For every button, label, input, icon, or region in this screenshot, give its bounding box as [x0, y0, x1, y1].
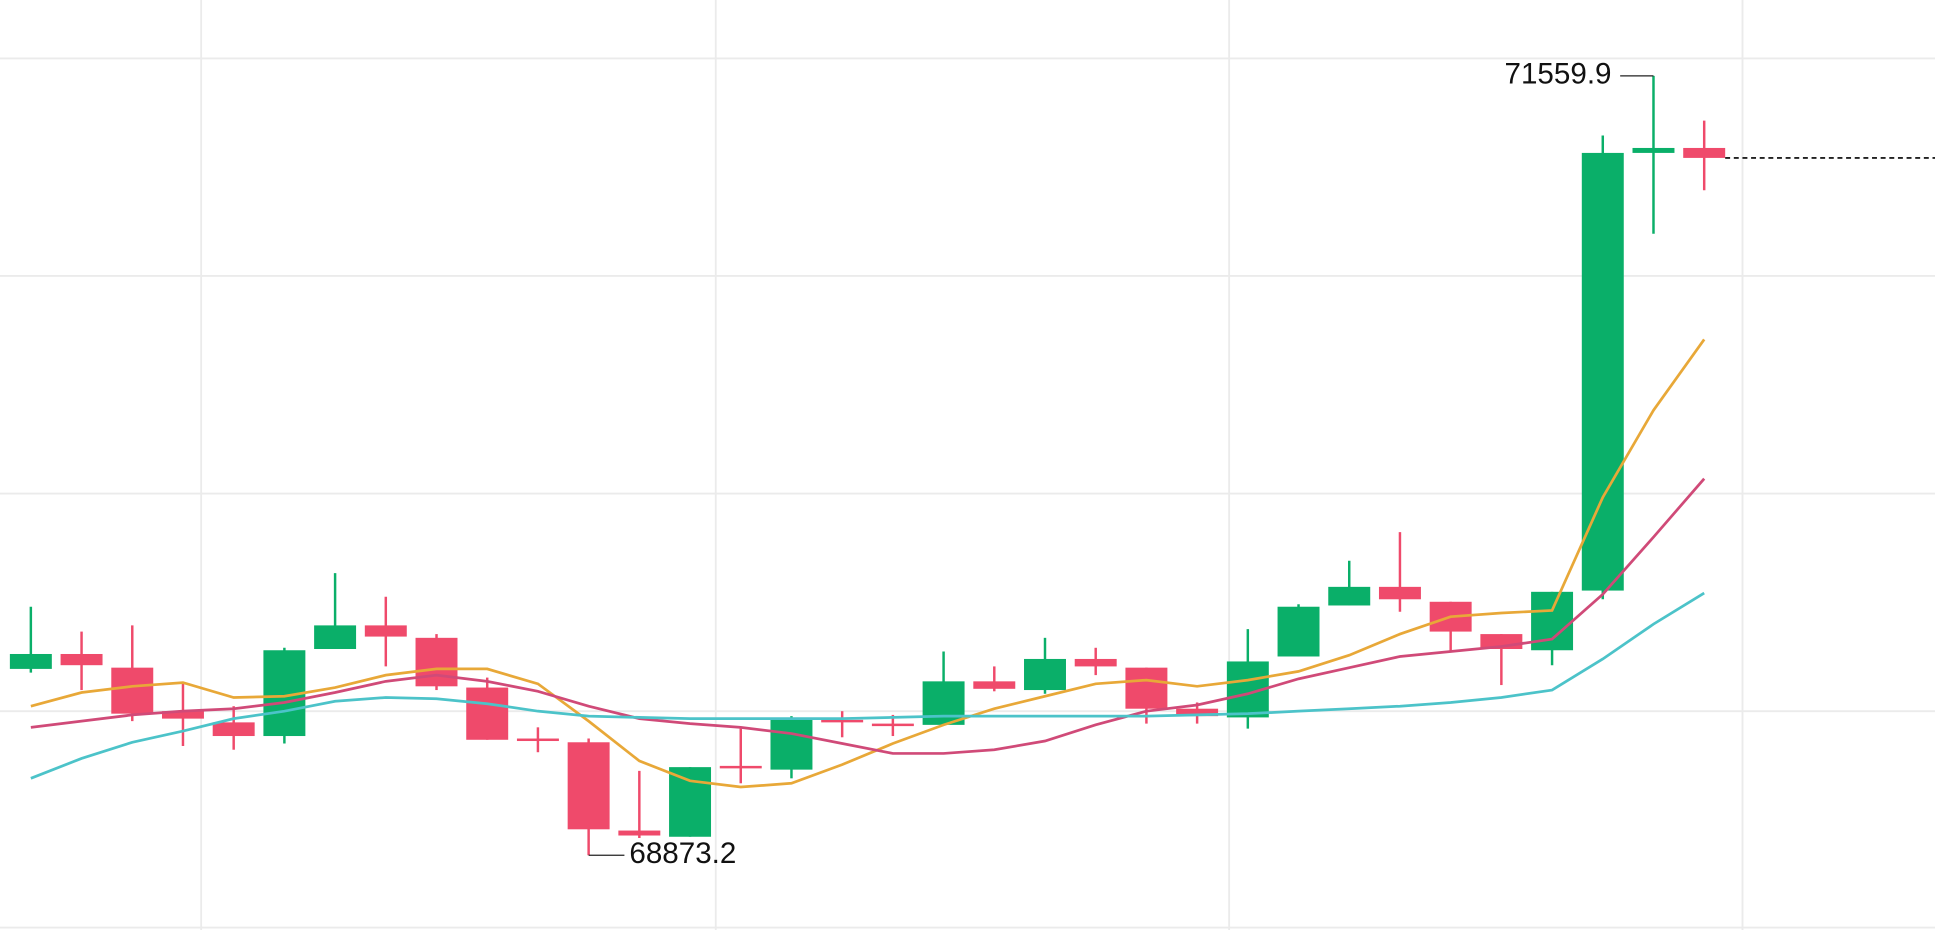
candle-body [973, 681, 1016, 689]
candle-body [516, 738, 559, 742]
candle-body [871, 723, 914, 727]
moving-average-line [30, 591, 1705, 780]
high-label: 71559.9 [1504, 58, 1611, 91]
candle-body [1074, 658, 1117, 667]
candle-body [111, 667, 154, 714]
candle-body [1378, 586, 1421, 600]
candle-body [669, 767, 712, 837]
candle-body [1024, 658, 1066, 691]
moving-average-line [30, 338, 1706, 789]
candle-body [466, 687, 509, 740]
candle-body [1125, 667, 1168, 709]
low-label: 68873.2 [629, 837, 736, 870]
candle-body [161, 711, 204, 719]
candle-body [1683, 147, 1726, 158]
candle-body [212, 722, 255, 737]
candle-body [1277, 606, 1320, 657]
candle-body [1581, 152, 1624, 591]
candles [9, 75, 1726, 856]
candle-body [364, 625, 407, 637]
candle-body [719, 765, 762, 769]
candle-body [922, 681, 965, 725]
candle-body [1328, 586, 1371, 606]
candle-body [314, 625, 357, 650]
candle-body [9, 653, 52, 669]
candle-body [415, 637, 458, 687]
moving-average-line [30, 477, 1706, 755]
candle-body [821, 719, 864, 723]
candle-body [770, 719, 813, 770]
candle-body [618, 830, 661, 836]
candle-body [1632, 147, 1675, 153]
candle-body [1176, 708, 1219, 717]
candle-body [60, 653, 103, 666]
candle-body [567, 742, 610, 830]
